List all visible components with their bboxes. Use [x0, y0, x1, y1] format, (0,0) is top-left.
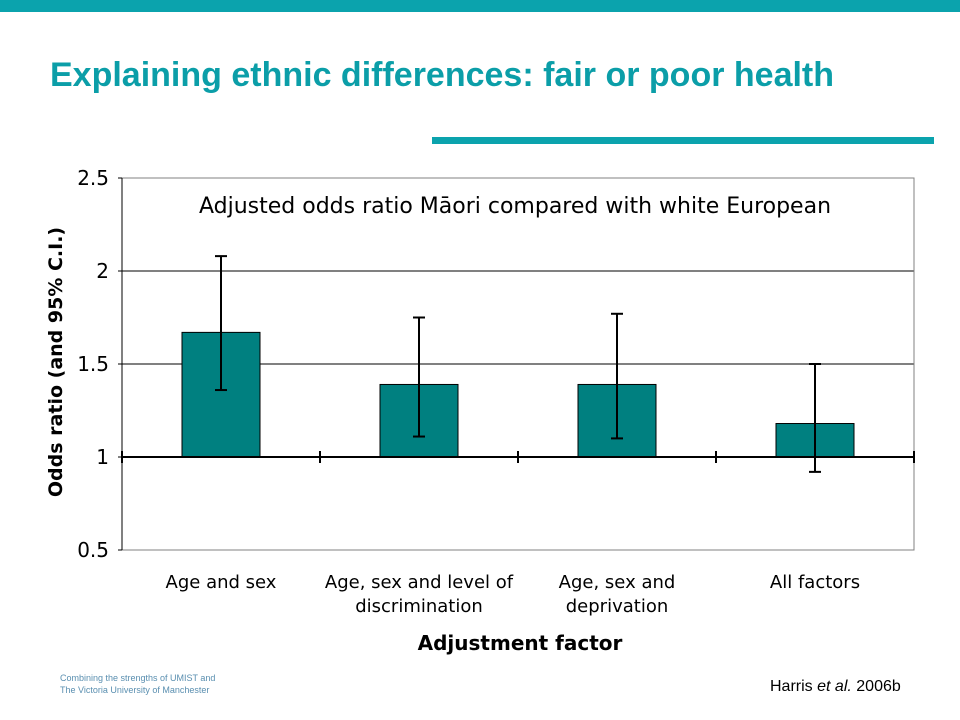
y-tick-label-0: 0.5 [77, 538, 109, 562]
x-category-label-3-0: All factors [770, 572, 860, 593]
x-category-label-2-0: Age, sex and [559, 572, 676, 593]
footer-line-1: Combining the strengths of UMIST and [60, 673, 216, 683]
x-category-label-1-0: Age, sex and level of [325, 572, 514, 593]
citation-author: Harris [770, 678, 813, 695]
y-axis-title: Odds ratio (and 95% C.I.) [45, 227, 67, 497]
citation-year: 2006b [856, 678, 901, 695]
x-axis-title: Adjustment factor [418, 631, 623, 655]
y-tick-label-2: 1.5 [77, 352, 109, 376]
x-category-label-0-0: Age and sex [166, 572, 277, 593]
chart-title: Adjusted odds ratio Māori compared with … [199, 194, 831, 219]
citation: Harris et al. 2006b [770, 678, 901, 696]
title-underline [432, 137, 934, 144]
footer-line-2: The Victoria University of Manchester [60, 685, 210, 695]
slide-title: Explaining ethnic differences: fair or p… [50, 56, 835, 94]
citation-etal: et al. [817, 678, 852, 695]
y-tick-label-1: 1 [96, 445, 109, 469]
top-accent-bar [0, 0, 960, 12]
y-tick-label-3: 2 [96, 259, 109, 283]
x-category-label-1-1: discrimination [355, 596, 483, 617]
y-tick-label-4: 2.5 [77, 166, 109, 190]
footer-institution: Combining the strengths of UMIST and The… [60, 672, 215, 696]
x-category-label-2-1: deprivation [566, 596, 669, 617]
